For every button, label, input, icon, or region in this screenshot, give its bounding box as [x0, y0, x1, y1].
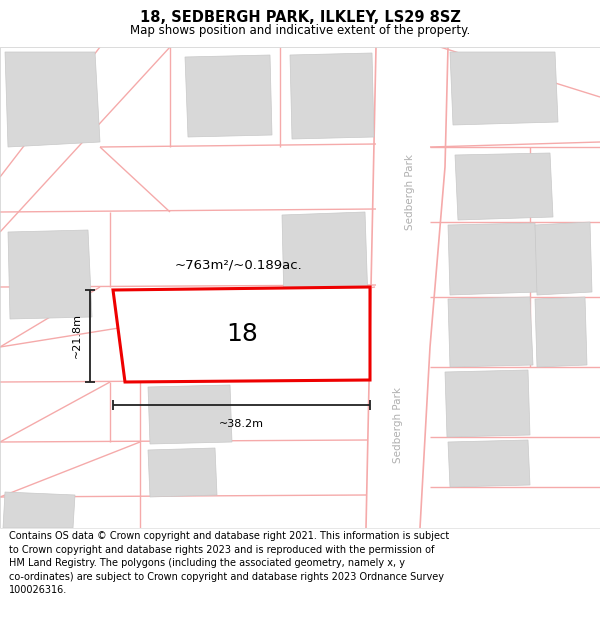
- Polygon shape: [258, 305, 340, 369]
- Polygon shape: [148, 385, 232, 444]
- Polygon shape: [445, 370, 530, 437]
- Polygon shape: [8, 230, 92, 319]
- Polygon shape: [535, 297, 587, 367]
- Polygon shape: [282, 212, 368, 305]
- Text: Contains OS data © Crown copyright and database right 2021. This information is : Contains OS data © Crown copyright and d…: [9, 531, 449, 595]
- Text: Sedbergh Park: Sedbergh Park: [405, 154, 415, 230]
- Text: 18: 18: [226, 322, 258, 346]
- Text: ~21.8m: ~21.8m: [72, 314, 82, 359]
- Text: 18, SEDBERGH PARK, ILKLEY, LS29 8SZ: 18, SEDBERGH PARK, ILKLEY, LS29 8SZ: [140, 11, 460, 26]
- Text: ~38.2m: ~38.2m: [219, 419, 264, 429]
- Text: ~763m²/~0.189ac.: ~763m²/~0.189ac.: [175, 259, 303, 271]
- Polygon shape: [450, 52, 558, 125]
- Polygon shape: [5, 52, 100, 147]
- Polygon shape: [448, 440, 530, 487]
- Polygon shape: [448, 223, 538, 295]
- Polygon shape: [3, 492, 75, 528]
- Text: Sedbergh Park: Sedbergh Park: [393, 387, 403, 463]
- Polygon shape: [113, 287, 370, 382]
- Text: Map shows position and indicative extent of the property.: Map shows position and indicative extent…: [130, 24, 470, 37]
- Polygon shape: [448, 297, 533, 367]
- Polygon shape: [148, 448, 217, 497]
- Polygon shape: [535, 222, 592, 295]
- Polygon shape: [290, 53, 374, 139]
- Polygon shape: [455, 153, 553, 220]
- Polygon shape: [185, 55, 272, 137]
